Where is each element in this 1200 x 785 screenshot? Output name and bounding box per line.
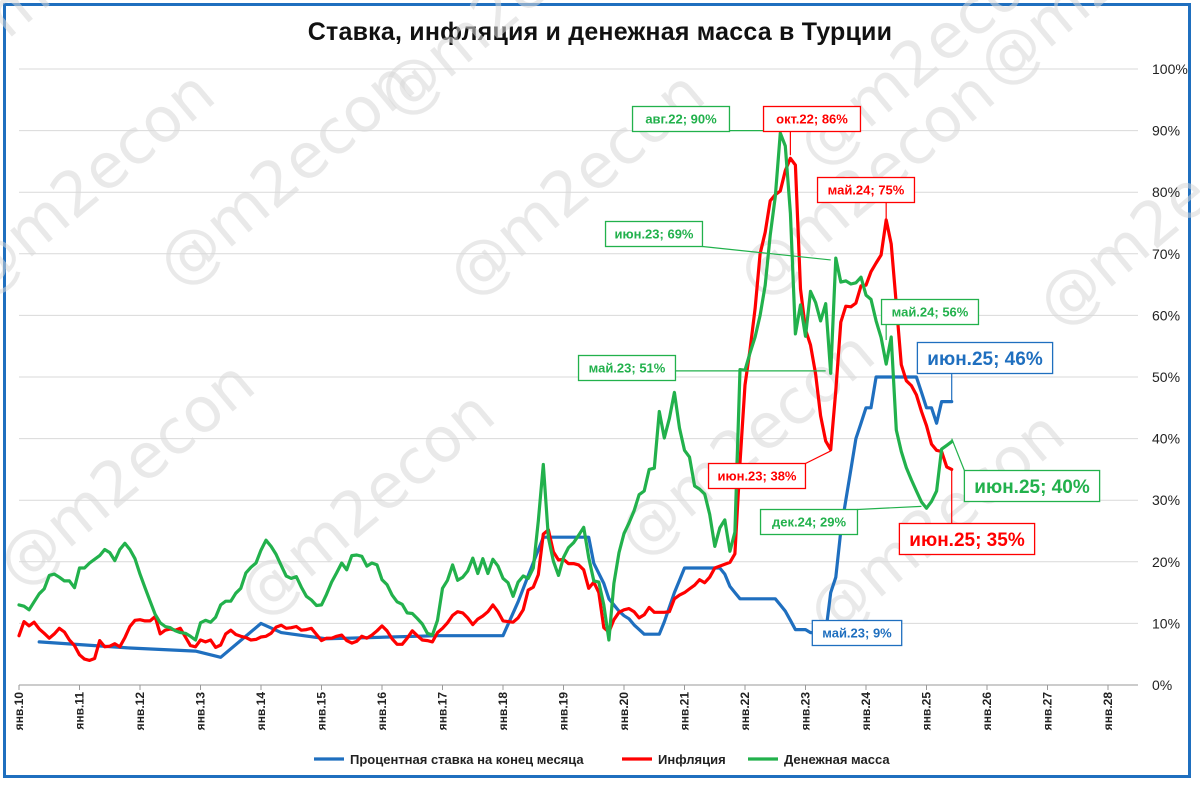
- legend-item: Денежная масса: [748, 752, 890, 767]
- legend-label: Инфляция: [658, 752, 726, 767]
- y-tick-label: 100%: [1152, 61, 1188, 77]
- annotation-box: [811, 619, 903, 647]
- annotation-leader: [951, 438, 965, 471]
- x-tick-label: янв.24: [859, 692, 873, 731]
- annotation-callout: июн.23; 38%: [707, 450, 831, 490]
- y-tick-label: 90%: [1152, 123, 1180, 139]
- y-tick-label: 10%: [1152, 615, 1180, 631]
- x-axis-ticks: янв.10 янв.11 янв.12 янв.13 янв.14 янв.15 янв.…: [12, 685, 1115, 730]
- x-tick-label: янв.26: [980, 692, 994, 731]
- x-tick-label: янв.19: [557, 692, 571, 731]
- annotation-box: [604, 220, 704, 248]
- annotation-label: май.23; 9%: [822, 626, 892, 641]
- annotation-box: [963, 469, 1101, 503]
- y-tick-label: 0%: [1152, 677, 1172, 693]
- legend-label: Процентная ставка на конец месяца: [350, 752, 584, 767]
- annotation-leader: [857, 505, 922, 511]
- y-tick-label: 40%: [1152, 431, 1180, 447]
- annotation-label: июн.25; 35%: [909, 530, 1025, 551]
- annotation-label: июн.23; 38%: [718, 469, 797, 484]
- x-tick-label: янв.28: [1101, 692, 1115, 731]
- annotation-callout: май.24; 56%: [880, 298, 980, 341]
- annotation-callout: июн.25; 35%: [898, 469, 1036, 556]
- chart-title: Ставка, инфляция и денежная масса в Турц…: [307, 18, 893, 46]
- annotation-callout: июн.25; 46%: [916, 341, 1054, 402]
- x-tick-label: янв.25: [920, 692, 934, 731]
- annotation-leader: [805, 450, 831, 465]
- annotation-label: авг.22; 90%: [645, 112, 717, 127]
- chart-frame: [3, 3, 1191, 778]
- annotation-label: окт.22; 86%: [776, 112, 848, 127]
- annotation-label: май.23; 51%: [589, 361, 666, 376]
- annotation-callout: июн.23; 69%: [604, 220, 831, 261]
- legend-item: Инфляция: [622, 752, 726, 767]
- annotation-box: [631, 105, 731, 133]
- x-tick-label: янв.27: [1041, 692, 1055, 731]
- series-line-money-supply: [17, 131, 954, 642]
- x-tick-label: янв.17: [436, 692, 450, 731]
- y-tick-label: 70%: [1152, 246, 1180, 262]
- annotation-box: [577, 354, 677, 382]
- annotation-box: [759, 508, 859, 536]
- annotation-leader: [702, 245, 831, 261]
- annotation-callout: окт.22; 86%: [762, 105, 862, 156]
- watermark-text: @m2econ: [223, 375, 508, 631]
- annotation-label: май.24; 56%: [892, 305, 969, 320]
- annotations: авг.22; 90% окт.22; 86% май.24; 75% июн.23;…: [577, 105, 1101, 647]
- x-tick-label: янв.14: [254, 692, 268, 731]
- annotation-callout: май.24; 75%: [816, 176, 916, 223]
- annotation-callout: май.23; 51%: [577, 354, 826, 382]
- x-tick-label: янв.18: [496, 692, 510, 731]
- x-tick-label: янв.11: [73, 692, 87, 730]
- x-tick-label: янв.15: [315, 692, 329, 731]
- y-tick-label: 20%: [1152, 554, 1180, 570]
- y-tick-label: 30%: [1152, 492, 1180, 508]
- y-tick-label: 50%: [1152, 369, 1180, 385]
- annotation-box: [816, 176, 916, 204]
- annotation-label: июн.23; 69%: [615, 227, 694, 242]
- annotation-label: июн.25; 40%: [974, 477, 1090, 498]
- x-tick-label: янв.12: [133, 692, 147, 731]
- legend-label: Денежная масса: [784, 752, 890, 767]
- x-tick-label: янв.21: [678, 692, 692, 731]
- annotation-box: [707, 462, 807, 490]
- watermark-text: @m2econ: [433, 55, 718, 311]
- y-tick-label: 60%: [1152, 307, 1180, 323]
- annotation-callout: дек.24; 29%: [759, 505, 922, 536]
- legend-item: Процентная ставка на конец месяца: [314, 752, 584, 767]
- annotation-label: дек.24; 29%: [772, 515, 846, 530]
- annotation-label: май.24; 75%: [828, 183, 905, 198]
- annotation-box: [916, 341, 1054, 375]
- watermark-text: @m2econ: [0, 345, 268, 601]
- x-tick-label: янв.10: [12, 692, 26, 731]
- annotation-box: [898, 522, 1036, 556]
- annotation-box: [880, 298, 980, 326]
- x-tick-label: янв.20: [617, 692, 631, 731]
- x-tick-label: янв.22: [738, 692, 752, 731]
- series-line-rate: [37, 375, 954, 659]
- annotation-label: июн.25; 46%: [927, 349, 1043, 370]
- legend: Процентная ставка на конец месяца Инфляци…: [314, 752, 890, 767]
- x-tick-label: янв.16: [375, 692, 389, 731]
- x-tick-label: янв.13: [194, 692, 208, 731]
- annotation-callout: май.23; 9%: [811, 619, 903, 647]
- y-tick-label: 80%: [1152, 184, 1180, 200]
- annotation-box: [762, 105, 862, 133]
- annotation-callout: июн.25; 40%: [951, 438, 1101, 503]
- x-tick-label: янв.23: [799, 692, 813, 731]
- watermark-text: @m2econ: [963, 0, 1200, 101]
- annotation-callout: авг.22; 90%: [631, 105, 781, 133]
